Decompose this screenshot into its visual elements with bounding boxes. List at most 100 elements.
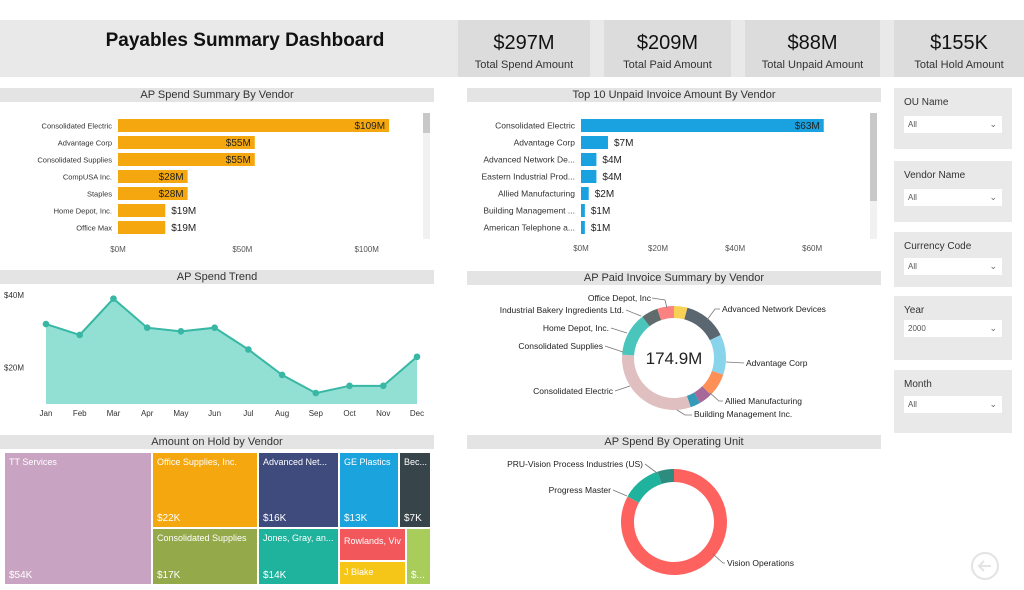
slicer-currency-code: Currency Code All ⌄ [894,232,1012,287]
tick-label: Nov [376,409,390,418]
slicer-ou-name: OU Name All ⌄ [894,88,1012,149]
category-label: Consolidated Electric [495,121,576,131]
tile-label: GE Plastics [344,457,391,467]
treemap-tile[interactable]: Rowlands, Viv [339,528,406,561]
treemap-tile[interactable]: Office Supplies, Inc. $22K [152,452,258,528]
leader-line [644,463,658,474]
spend-by-ou-donut: Vision Operations Progress Master PRU-Visi… [507,459,794,575]
data-point [245,346,252,353]
bar [581,119,824,132]
slice-label: Progress Master [549,485,612,495]
donut-slice [686,392,700,408]
treemap-tile[interactable]: J Blake [339,561,406,585]
kpi-label: Total Paid Amount [623,59,712,71]
currency-code-dropdown[interactable]: All ⌄ [904,258,1002,275]
dropdown-value: All [908,400,917,409]
kpi-label: Total Spend Amount [474,59,574,71]
donut-slice [709,335,726,375]
chevron-down-icon: ⌄ [989,261,997,271]
bar [118,170,188,183]
data-label: $55M [226,138,251,149]
bar [118,153,255,166]
donut-slice [657,306,674,321]
unpaid-by-vendor-chart: Consolidated Electric $63M Advantage Corp $… [481,119,824,253]
data-label: $109M [355,121,386,132]
slicer-year: Year 2000 ⌄ [894,296,1012,360]
donut-slice [627,471,662,503]
leader-line [612,489,628,497]
slice-label: Advantage Corp [746,358,808,368]
tile-value: $... [411,570,425,581]
data-point [346,382,353,390]
category-label: Advanced Network De... [483,155,575,165]
category-label: Home Depot, Inc. [54,207,112,216]
kpi-value: $155K [930,32,988,54]
data-label: $2M [595,189,614,200]
kpi-value: $209M [636,32,699,54]
ou-name-dropdown[interactable]: All ⌄ [904,116,1002,133]
tile-label: TT Services [9,457,57,467]
panel-title-spend-by-ou: AP Spend By Operating Unit [467,435,881,449]
treemap-tile[interactable]: TT Services $54K [4,452,152,585]
data-label: $4M [602,172,621,183]
data-point [76,331,84,339]
back-arrow-icon[interactable] [970,551,1000,581]
data-point [42,320,50,328]
donut-slice [684,307,721,341]
amount-on-hold-treemap: TT Services $54K Office Supplies, Inc. $… [4,452,431,585]
category-label: CompUSA Inc. [63,173,112,182]
treemap-tile[interactable]: Consolidated Supplies $17K [152,528,258,585]
kpi-label: Total Hold Amount [914,59,1004,71]
scrollbar-track[interactable] [423,113,430,239]
leader-line [706,308,720,321]
leader-line [614,385,631,392]
tile-value: $16K [263,513,287,524]
treemap-tile[interactable]: $... [406,528,431,585]
chevron-down-icon: ⌄ [989,323,997,333]
tick-label: $60M [802,244,822,253]
chevron-down-icon: ⌄ [989,192,997,202]
donut-slice [657,469,674,484]
tick-label: Mar [107,409,121,418]
year-dropdown[interactable]: 2000 ⌄ [904,320,1002,337]
scrollbar-thumb[interactable] [423,113,430,133]
tile-label: Advanced Net... [263,457,328,467]
scrollbar-track[interactable] [870,113,877,239]
kpi-label: Total Unpaid Amount [761,59,864,71]
slice-label: PRU-Vision Process Industries (US) [507,459,643,469]
treemap-tile[interactable]: GE Plastics $13K [339,452,399,528]
chevron-down-icon: ⌄ [989,119,997,129]
month-dropdown[interactable]: All ⌄ [904,396,1002,413]
bar [118,187,188,200]
kpi-total-spend[interactable]: $297M Total Spend Amount [458,20,590,77]
kpi-total-hold[interactable]: $155K Total Hold Amount [894,20,1024,77]
tick-label: Jul [243,409,253,418]
leader-line [604,345,624,353]
kpi-total-unpaid[interactable]: $88M Total Unpaid Amount [745,20,880,77]
treemap-tile[interactable]: Advanced Net... $16K [258,452,339,528]
scrollbar-thumb[interactable] [870,113,877,201]
treemap-tile[interactable]: Bec... $7K [399,452,431,528]
data-point [211,324,218,331]
data-point [312,389,320,397]
donut-slice [622,354,691,410]
area-fill [46,298,417,404]
tick-label: Apr [141,409,154,418]
data-label: $28M [159,189,184,200]
bar [118,119,390,132]
tick-label: Sep [309,409,324,418]
bar [581,221,585,234]
series-line [45,297,418,395]
tick-label: Jun [208,409,221,418]
vendor-name-dropdown[interactable]: All ⌄ [904,189,1002,206]
tile-value: $13K [344,513,368,524]
treemap-tile[interactable]: Jones, Gray, an... $14K [258,528,339,585]
category-label: Building Management ... [483,206,575,216]
tile-value: $54K [9,570,33,581]
slicer-label: Currency Code [904,241,972,252]
data-point [379,382,387,390]
category-label: Consolidated Supplies [37,156,112,165]
kpi-total-paid[interactable]: $209M Total Paid Amount [604,20,731,77]
data-point [278,371,286,379]
data-label: $1M [591,206,610,217]
